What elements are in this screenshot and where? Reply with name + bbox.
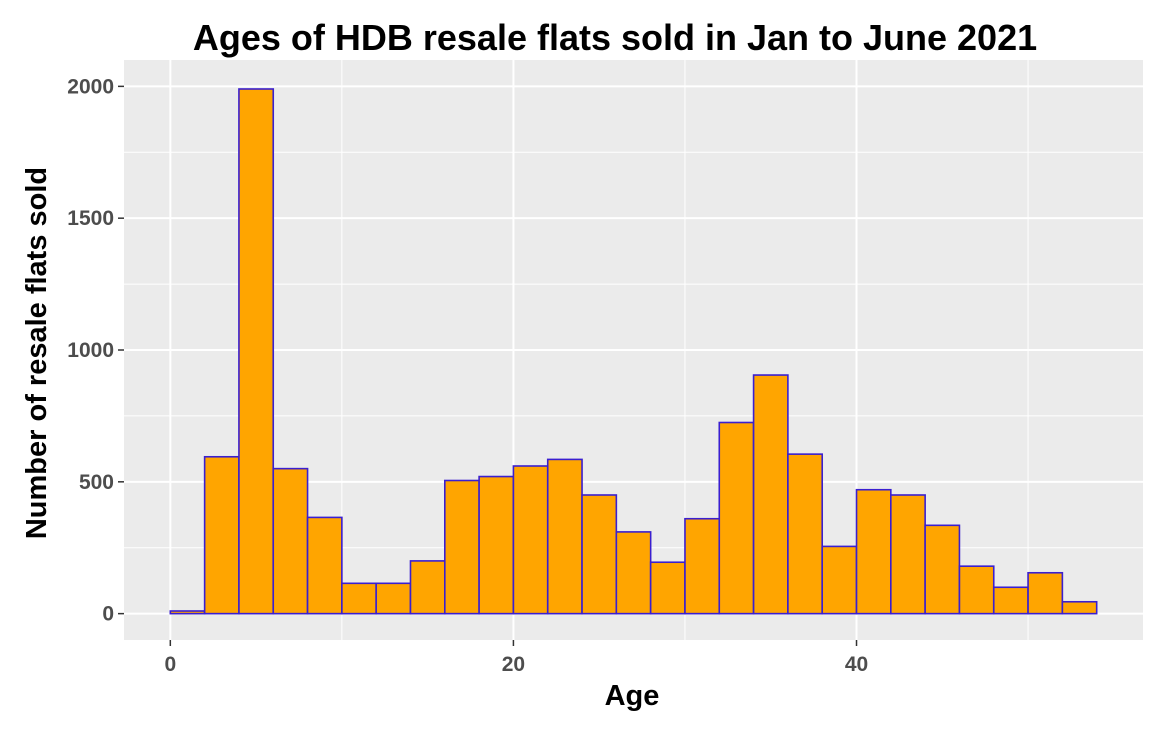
y-tick-label: 2000: [67, 75, 114, 98]
histogram-bar: [821, 545, 858, 615]
histogram-bar: [1061, 600, 1098, 615]
y-tick-label: 500: [79, 471, 114, 494]
x-tick-label: 20: [502, 653, 525, 676]
histogram-bar: [890, 494, 926, 615]
histogram-bar: [512, 465, 549, 615]
y-axis-label: Number of resale flats sold: [21, 167, 53, 539]
y-axis-ticks: 0 500 1000 1500 2000: [67, 75, 124, 626]
histogram-bar: [238, 88, 275, 615]
histogram-bar: [958, 565, 995, 615]
y-tick-label: 0: [102, 603, 114, 626]
histogram-bar: [752, 374, 789, 615]
histogram-bar: [684, 517, 721, 615]
x-axis-label: Age: [605, 680, 660, 712]
histogram-bar: [409, 560, 446, 615]
histogram-bar: [581, 494, 618, 615]
histogram-bar: [443, 479, 480, 615]
histogram-bar: [203, 455, 240, 615]
histogram-bar: [272, 467, 309, 615]
histogram-bar: [478, 475, 515, 615]
histogram-bar: [546, 458, 583, 615]
histogram-bar: [169, 610, 206, 615]
histogram-bar: [375, 582, 412, 615]
histogram-bar: [341, 582, 377, 615]
histogram-bar: [718, 421, 755, 615]
histogram-bar: [787, 453, 824, 615]
histogram-bar: [1027, 571, 1064, 615]
histogram-bar: [855, 488, 892, 615]
y-tick-label: 1500: [67, 207, 114, 230]
histogram-bar: [306, 516, 343, 615]
x-tick-label: 0: [164, 653, 176, 676]
histogram-bar: [649, 561, 686, 615]
histogram-bar: [615, 531, 652, 615]
histogram-bar: [924, 524, 961, 615]
x-axis-ticks: 0 20 40: [164, 640, 868, 676]
y-tick-label: 1000: [67, 339, 114, 362]
x-tick-label: 40: [845, 653, 868, 676]
bars-group: [169, 88, 1098, 615]
chart-title: Ages of HDB resale flats sold in Jan to …: [193, 17, 1037, 58]
histogram-bar: [992, 586, 1029, 615]
